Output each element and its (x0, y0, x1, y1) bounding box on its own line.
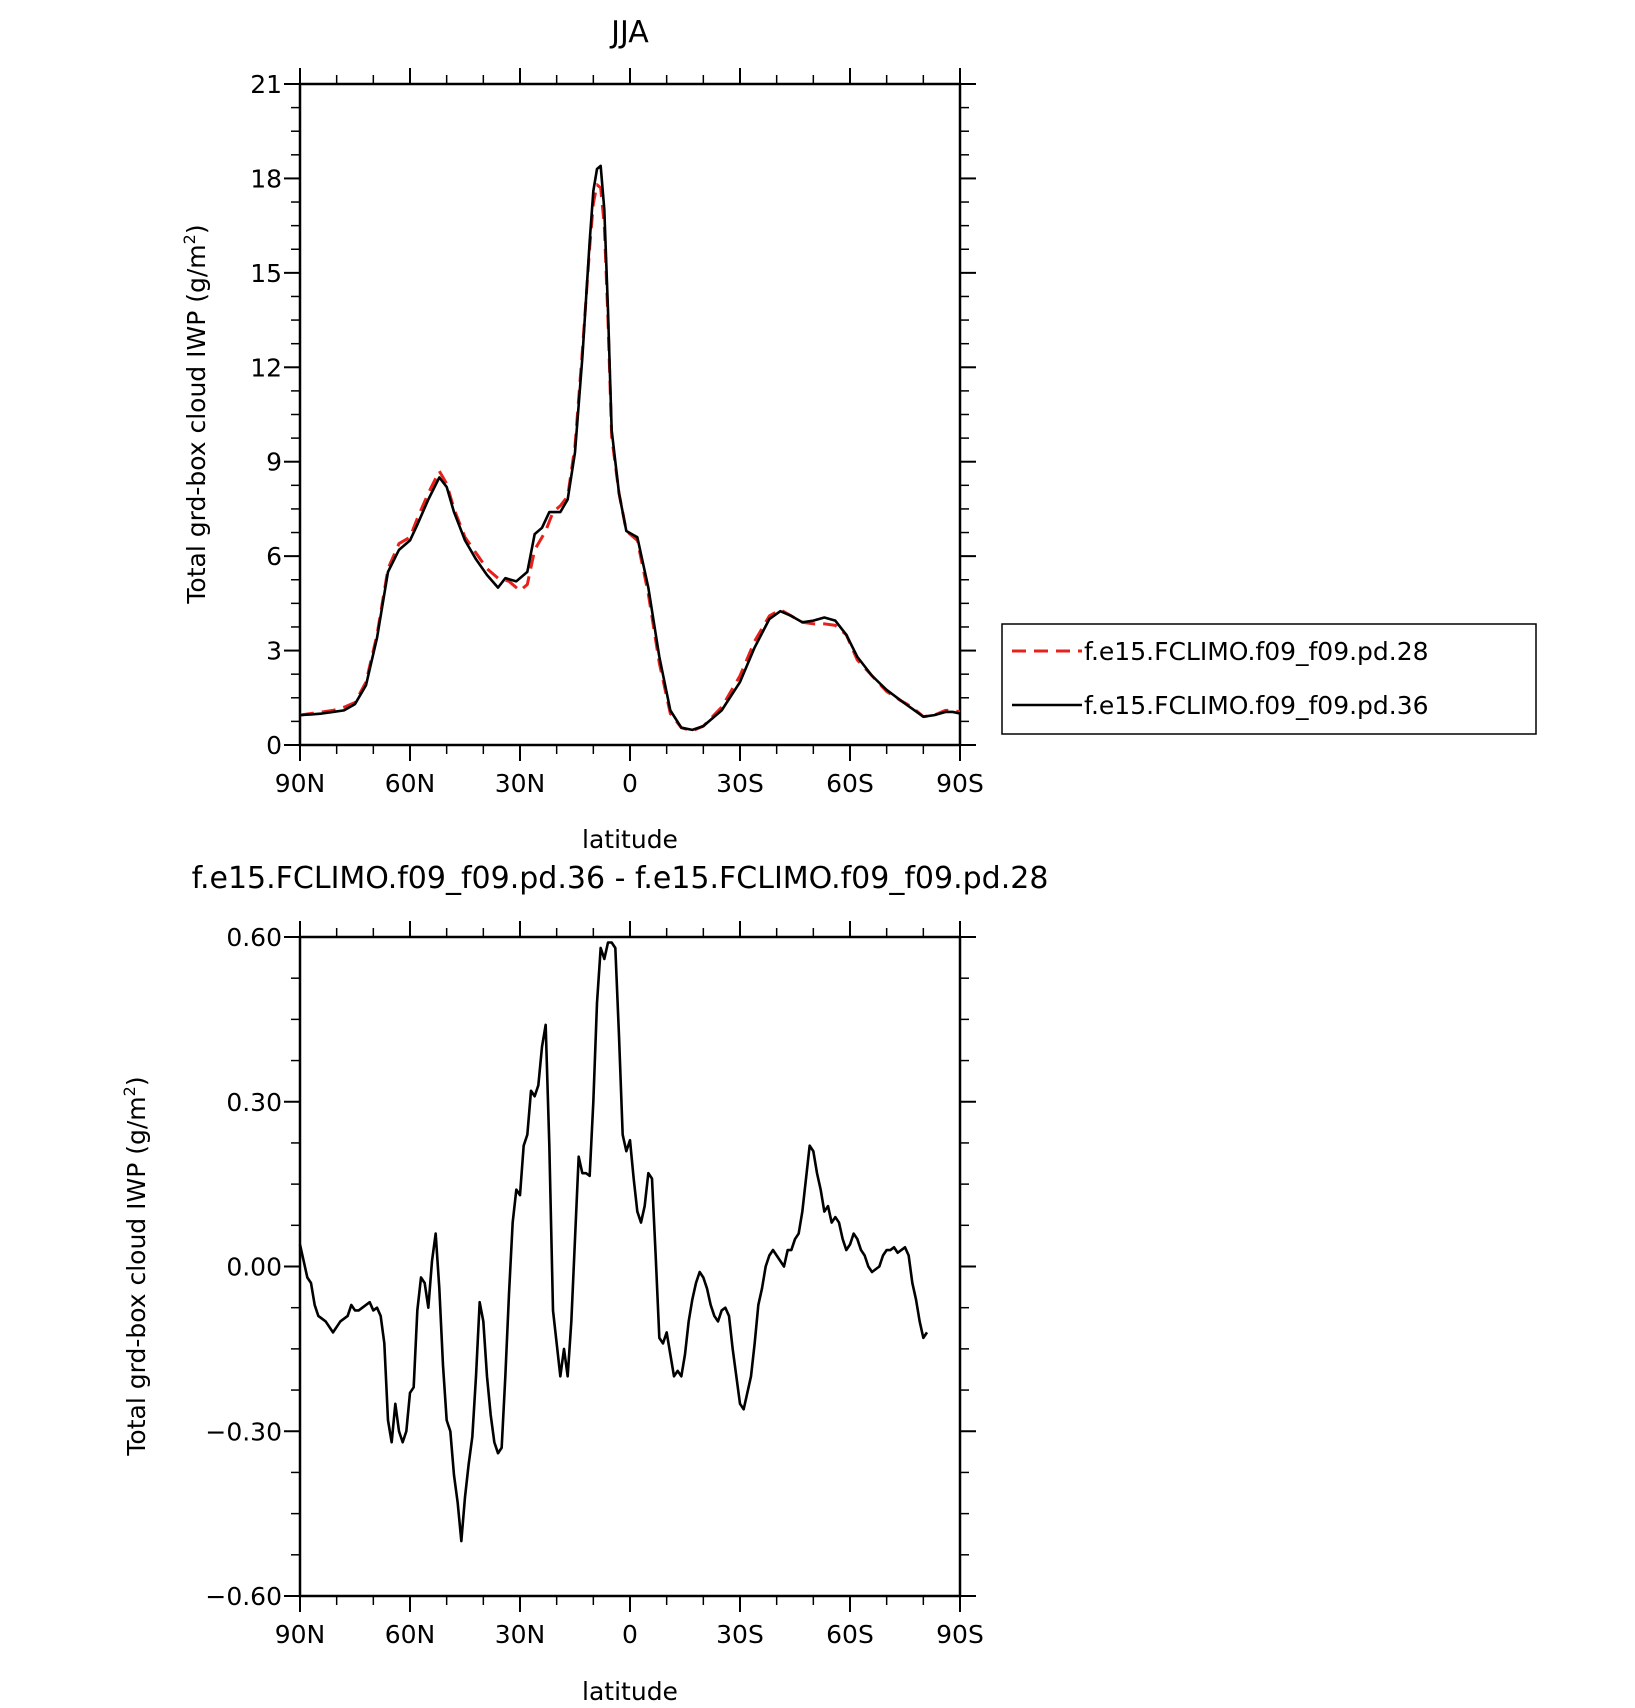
top-series-line-0 (299, 183, 961, 733)
top-y-axis-label: Total grd-box cloud IWP (g/m2) (180, 224, 211, 604)
legend-label-pd36: f.e15.FCLIMO.f09_f09.pd.36 (1084, 691, 1429, 720)
top-y-tick-labels: 0 3 6 9 12 15 18 21 (250, 70, 282, 760)
bottom-y-tick-labels: −0.60 −0.30 0.00 0.30 0.60 (205, 923, 282, 1611)
bottom-plot-frame (298, 935, 962, 1598)
top-plot-area (284, 68, 976, 761)
bottom-x-tick-label: 60S (826, 1620, 874, 1649)
top-ticks (284, 68, 976, 761)
top-x-tick-label: 30S (716, 769, 764, 798)
top-series-line-1 (299, 164, 961, 732)
top-series-lines (299, 164, 961, 733)
bottom-plot-area (284, 921, 976, 1612)
bottom-x-tick-label: 30S (716, 1620, 764, 1649)
bottom-x-tick-label: 90S (936, 1620, 984, 1649)
bottom-y-tick-label: −0.30 (205, 1417, 282, 1446)
top-x-tick-label: 30N (495, 769, 546, 798)
top-x-tick-label: 90S (936, 769, 984, 798)
bottom-x-tick-label: 60N (385, 1620, 436, 1649)
top-y-axis-label-close: ) (182, 224, 211, 234)
bottom-y-tick-label: 0.60 (226, 923, 282, 952)
bottom-y-axis-label-main: Total grd-box cloud IWP (g/m (122, 1096, 151, 1456)
top-y-tick-label: 9 (266, 448, 282, 477)
top-y-tick-label: 15 (250, 259, 282, 288)
top-y-axis-label-superscript: 2 (180, 234, 199, 244)
bottom-series-line-0 (298, 941, 929, 1543)
top-panel-title: JJA (609, 15, 649, 50)
bottom-panel-title: f.e15.FCLIMO.f09_f09.pd.36 - f.e15.FCLIM… (192, 861, 1049, 896)
bottom-x-axis-label: latitude (582, 1677, 678, 1706)
bottom-x-tick-labels: 90N 60N 30N 0 30S 60S 90S (275, 1620, 984, 1649)
bottom-series-lines (298, 941, 929, 1543)
top-x-tick-label: 60N (385, 769, 436, 798)
top-panel: JJA 0 3 6 9 12 15 18 21 90N 60N 30N 0 30S 60S 90S lat… (180, 15, 1537, 854)
bottom-y-tick-label: −0.60 (205, 1582, 282, 1611)
bottom-x-tick-label: 30N (495, 1620, 546, 1649)
bottom-x-tick-label: 0 (622, 1620, 638, 1649)
bottom-y-axis-label-superscript: 2 (120, 1086, 139, 1096)
top-y-tick-label: 18 (250, 164, 282, 193)
top-x-tick-label: 60S (826, 769, 874, 798)
top-x-tick-label: 0 (622, 769, 638, 798)
legend: f.e15.FCLIMO.f09_f09.pd.28 f.e15.FCLIMO.… (1001, 623, 1537, 735)
top-y-tick-label: 21 (250, 70, 282, 99)
bottom-y-tick-label: 0.30 (226, 1088, 282, 1117)
top-x-tick-label: 90N (275, 769, 326, 798)
bottom-panel: f.e15.FCLIMO.f09_f09.pd.36 - f.e15.FCLIM… (120, 861, 1048, 1706)
top-y-axis-label-main: Total grd-box cloud IWP (g/m (182, 244, 211, 604)
legend-box (1001, 623, 1537, 735)
bottom-y-axis-label-close: ) (122, 1076, 151, 1086)
bottom-ticks (284, 921, 976, 1612)
bottom-y-axis-label: Total grd-box cloud IWP (g/m2) (120, 1076, 151, 1456)
top-x-axis-label: latitude (582, 825, 678, 854)
top-x-tick-labels: 90N 60N 30N 0 30S 60S 90S (275, 769, 984, 798)
bottom-y-tick-label: 0.00 (226, 1253, 282, 1282)
legend-label-pd28: f.e15.FCLIMO.f09_f09.pd.28 (1084, 637, 1429, 666)
top-y-tick-label: 12 (250, 353, 282, 382)
top-plot-frame (298, 82, 962, 747)
bottom-x-tick-label: 90N (275, 1620, 326, 1649)
top-y-tick-label: 3 (266, 637, 282, 666)
top-y-tick-label: 0 (266, 731, 282, 760)
top-y-tick-label: 6 (266, 542, 282, 571)
